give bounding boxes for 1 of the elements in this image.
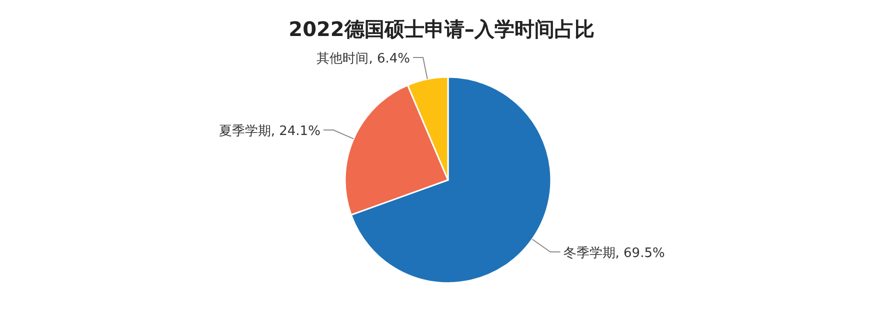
title: 2022德国硕士申请–入学时间占比 xyxy=(288,17,594,41)
